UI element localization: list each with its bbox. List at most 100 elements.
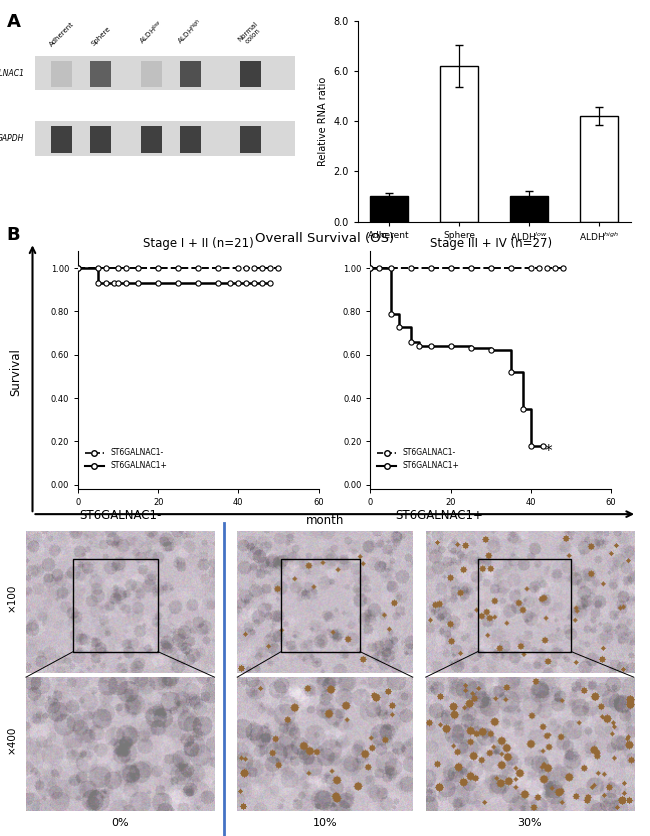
Point (257, 262, 268, 275)
Point (193, 277, 203, 290)
Point (365, 262, 376, 275)
Point (538, 439, 548, 452)
Point (373, 262, 384, 275)
Point (121, 277, 131, 290)
Point (121, 262, 131, 275)
Point (133, 262, 143, 275)
Bar (510, 196, 548, 222)
Point (541, 262, 552, 275)
Point (534, 262, 544, 275)
Bar (90, 60, 111, 87)
Point (506, 365, 516, 379)
Point (265, 277, 276, 290)
Point (506, 262, 516, 275)
Point (113, 277, 124, 290)
Bar (240, 126, 261, 153)
Bar (35, 121, 140, 156)
Point (73, 262, 83, 275)
Point (265, 262, 276, 275)
Point (93, 262, 103, 275)
Point (213, 262, 224, 275)
Text: ALDH$^{high}$: ALDH$^{high}$ (176, 17, 205, 48)
Bar (240, 60, 261, 87)
Bar (136, 121, 241, 156)
Point (517, 402, 528, 415)
Text: Overall Survival (OS): Overall Survival (OS) (255, 232, 395, 246)
Bar (281, 559, 360, 652)
Bar (90, 126, 111, 153)
Point (113, 262, 124, 275)
Point (109, 277, 120, 290)
Y-axis label: Relative RNA ratio: Relative RNA ratio (318, 77, 328, 166)
Text: Survival: Survival (10, 348, 23, 396)
Point (93, 277, 103, 290)
Point (486, 344, 496, 357)
Text: 10%: 10% (313, 818, 337, 828)
Point (233, 262, 244, 275)
Point (241, 262, 252, 275)
Point (249, 277, 259, 290)
Text: A: A (6, 13, 20, 31)
Point (173, 262, 183, 275)
Text: ALDH$^{low}$: ALDH$^{low}$ (137, 18, 166, 48)
Text: Sphere: Sphere (90, 26, 112, 48)
Bar (235, 56, 295, 90)
Point (465, 262, 476, 275)
Bar (141, 126, 162, 153)
Point (393, 320, 404, 334)
Text: ST6GALNAC1-: ST6GALNAC1- (79, 508, 161, 522)
Point (249, 262, 259, 275)
Point (406, 335, 416, 349)
Point (225, 277, 235, 290)
Point (385, 307, 396, 320)
Legend: ST6GALNAC1-, ST6GALNAC1+: ST6GALNAC1-, ST6GALNAC1+ (374, 446, 463, 473)
Text: GAPDH: GAPDH (0, 135, 25, 143)
Point (257, 277, 268, 290)
Point (465, 342, 476, 355)
Point (213, 277, 224, 290)
Point (193, 262, 203, 275)
Point (153, 277, 163, 290)
Legend: ST6GALNAC1-, ST6GALNAC1+: ST6GALNAC1-, ST6GALNAC1+ (82, 446, 170, 473)
Point (558, 262, 568, 275)
Bar (35, 56, 140, 90)
Text: month: month (306, 514, 345, 528)
Point (365, 262, 376, 275)
Point (101, 262, 111, 275)
Text: ST6GALNAC1+: ST6GALNAC1+ (395, 508, 483, 522)
Point (526, 262, 536, 275)
Bar (136, 56, 241, 90)
Title: Stage III + IV (n=27): Stage III + IV (n=27) (430, 237, 552, 250)
Text: *: * (545, 444, 552, 459)
Bar (180, 126, 201, 153)
Text: ×100: ×100 (6, 584, 17, 612)
Point (413, 339, 424, 353)
Point (445, 262, 456, 275)
Text: B: B (6, 226, 20, 244)
Point (550, 262, 560, 275)
Point (133, 277, 143, 290)
Point (173, 277, 183, 290)
Point (385, 262, 396, 275)
Text: ST6GALNAC1: ST6GALNAC1 (0, 69, 25, 78)
Bar (440, 66, 478, 222)
Bar (51, 60, 72, 87)
Point (273, 262, 283, 275)
Text: 30%: 30% (517, 818, 542, 828)
Point (233, 277, 244, 290)
Bar (370, 196, 408, 222)
Bar (73, 559, 158, 652)
Point (425, 262, 436, 275)
Bar (235, 121, 295, 156)
Point (526, 439, 536, 452)
Bar (141, 60, 162, 87)
Point (73, 262, 83, 275)
Bar (51, 126, 72, 153)
Text: Adherent: Adherent (49, 21, 75, 48)
Point (425, 339, 436, 353)
Text: ×400: ×400 (6, 726, 17, 754)
Bar (478, 559, 571, 652)
Bar (180, 60, 201, 87)
Point (241, 277, 252, 290)
Point (406, 262, 416, 275)
